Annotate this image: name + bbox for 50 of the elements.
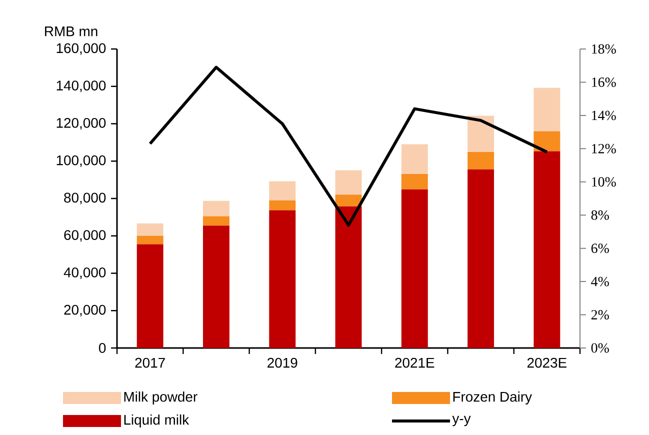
bar: [468, 116, 494, 152]
x-tick-label: 2017: [135, 358, 165, 368]
y2-tick-label: 2%: [591, 310, 609, 320]
bar: [401, 174, 428, 190]
bar: [335, 170, 362, 195]
bar: [534, 151, 560, 348]
y-tick-label: 40,000: [64, 267, 106, 280]
bar: [136, 223, 164, 236]
bar: [269, 181, 296, 200]
y2-tick-label: 14%: [592, 110, 616, 120]
bar: [335, 206, 362, 348]
bar: [468, 169, 494, 348]
y-tick-label: 60,000: [64, 230, 106, 242]
line-series: [148, 66, 548, 227]
y2-tick-label: 18%: [592, 44, 616, 54]
y2-tick-label: 6%: [591, 244, 609, 254]
legend-label: y-y: [452, 416, 471, 426]
y2-tick-label: 12%: [592, 144, 616, 154]
bar: [136, 236, 164, 244]
bar: [269, 200, 296, 210]
x-tick-label: 2023E: [527, 358, 566, 368]
bar: [136, 244, 164, 348]
y-axis-title: RMB mn: [45, 26, 98, 36]
bar: [401, 189, 428, 348]
y2-tick-label: 10%: [592, 177, 616, 187]
legend-label: Liquid milk: [124, 414, 190, 428]
y2-tick-label: 0%: [591, 343, 609, 353]
y-tick-label: 160,000: [56, 43, 106, 55]
bar: [269, 210, 296, 348]
bar: [202, 216, 230, 226]
y2-tick-label: 8%: [591, 210, 609, 220]
bar: [534, 88, 560, 132]
y-tick-label: 120,000: [56, 118, 106, 130]
bar: [401, 144, 428, 174]
y-tick-label: 100,000: [56, 155, 106, 167]
y-tick-label: 140,000: [56, 80, 106, 92]
y-tick-label: 0: [98, 343, 106, 353]
x-tick-label: 2019: [268, 358, 298, 368]
x-tick-label: 2021E: [395, 358, 434, 368]
bar: [202, 200, 230, 216]
bar: [534, 131, 560, 152]
bar: [202, 226, 230, 348]
bar: [468, 152, 494, 170]
y-tick-label: 80,000: [64, 192, 106, 204]
legend-label: Frozen Dairy: [453, 391, 532, 404]
y2-tick-label: 16%: [592, 77, 616, 87]
y-tick-label: 20,000: [64, 304, 106, 316]
bar: [335, 194, 362, 206]
y2-tick-label: 4%: [591, 276, 609, 286]
legend-label: Milk powder: [124, 391, 198, 404]
